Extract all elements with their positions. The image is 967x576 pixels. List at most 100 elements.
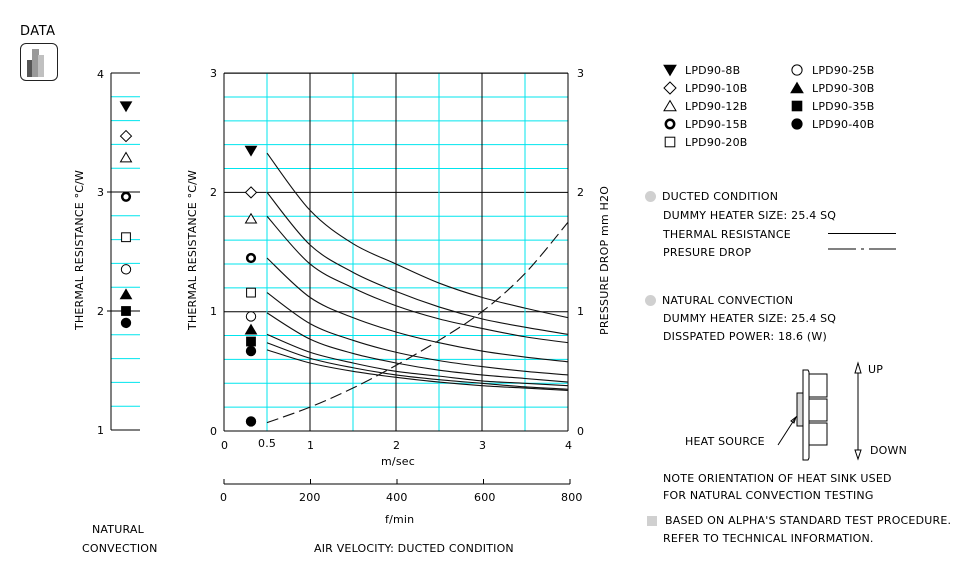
thermal-resistance-curve <box>266 257 569 363</box>
thermal-resistance-curve <box>266 152 569 319</box>
up-label: UP <box>868 363 884 376</box>
right-ytick-1: 1 <box>577 305 585 318</box>
main-ytick-3: 3 <box>210 67 218 80</box>
dashed-line-sample <box>828 248 896 250</box>
square-filled-marker-icon <box>791 100 803 112</box>
main-ytick-1: 1 <box>210 305 218 318</box>
natural-convection-chart <box>107 72 140 431</box>
natural-bullet-icon <box>645 295 656 306</box>
down-label: DOWN <box>870 444 908 457</box>
procedure-note-line1: BASED ON ALPHA'S STANDARD TEST PROCEDURE… <box>665 514 952 527</box>
thermal-resistance-legend-label: THERMAL RESISTANCE <box>663 228 791 241</box>
left-ytick-3: 3 <box>97 186 105 199</box>
solid-line-sample <box>828 233 896 234</box>
orientation-note-line2: FOR NATURAL CONVECTION TESTING <box>663 489 874 502</box>
legend-item: LPD90-40B <box>790 115 875 133</box>
pressure-drop-legend-label: PRESURE DROP <box>663 246 752 259</box>
legend-item: LPD90-10B <box>663 79 748 97</box>
circle-filled-marker-icon <box>245 416 257 427</box>
main-ytick-2: 2 <box>210 186 218 199</box>
thermal-resistance-curve <box>266 333 569 387</box>
circle-filled-marker-icon <box>245 345 257 357</box>
natural-title: NATURAL CONVECTION <box>662 294 794 307</box>
triangle-up-filled-marker-icon <box>244 323 258 335</box>
legend-item: LPD90-20B <box>663 133 748 151</box>
diamond-open-marker-icon <box>119 129 133 143</box>
square-open-marker-icon <box>664 136 676 148</box>
dissipated-power: DISSPATED POWER: 18.6 (W) <box>663 330 827 343</box>
right-ytick-3: 3 <box>577 67 585 80</box>
legend-item-label: LPD90-30B <box>812 81 875 95</box>
triangle-down-filled-marker-icon <box>244 145 258 157</box>
legend-item-label: LPD90-15B <box>685 117 748 131</box>
xtick-ms-4: 4 <box>565 439 573 452</box>
circle-bold-ring-marker-icon <box>664 118 676 130</box>
legend-item-label: LPD90-12B <box>685 99 748 113</box>
circle-filled-marker-icon <box>791 118 803 130</box>
square-open-marker-icon <box>246 287 256 298</box>
legend-item: LPD90-8B <box>663 61 748 79</box>
legend-item-label: LPD90-10B <box>685 81 748 95</box>
legend-item: LPD90-15B <box>663 115 748 133</box>
legend-item: LPD90-25B <box>790 61 875 79</box>
xtick-ms-2: 2 <box>393 439 401 452</box>
thermal-resistance-curve <box>266 292 569 376</box>
right-ytick-0: 0 <box>577 425 585 438</box>
square-filled-marker-icon <box>246 336 256 347</box>
main-y-axis-label: THERMAL RESISTANCE °C/W <box>186 169 199 330</box>
procedure-note-line2: REFER TO TECHNICAL INFORMATION. <box>663 532 874 545</box>
legend-item-label: LPD90-40B <box>812 117 875 131</box>
triangle-up-open-marker-icon <box>663 99 677 112</box>
legend-item: LPD90-30B <box>790 79 875 97</box>
triangle-down-filled-marker-icon <box>663 64 677 77</box>
circle-open-marker-icon <box>791 64 803 76</box>
pressure-drop-curve <box>266 221 569 424</box>
ducted-title: DUCTED CONDITION <box>662 190 779 203</box>
data-logo-label: DATA <box>20 24 56 39</box>
legend-item-label: LPD90-20B <box>685 135 748 149</box>
heat-source-arrow-icon <box>777 415 798 446</box>
xtick-fmin-600: 600 <box>474 491 496 504</box>
left-caption-line1: NATURAL <box>92 523 144 536</box>
ducted-heater-size: DUMMY HEATER SIZE: 25.4 SQ <box>663 209 837 222</box>
thermal-resistance-curve <box>266 215 569 344</box>
heat-sink-icon <box>796 369 828 461</box>
data-chart-logo-icon <box>20 43 58 81</box>
legend-item-label: LPD90-35B <box>812 99 875 113</box>
legend-item: LPD90-35B <box>790 97 875 115</box>
xtick-fmin-200: 200 <box>299 491 321 504</box>
right-ytick-2: 2 <box>577 186 585 199</box>
ducted-chart <box>223 72 571 485</box>
orientation-note-line1: NOTE ORIENTATION OF HEAT SINK USED <box>663 472 892 485</box>
xtick-fmin-400: 400 <box>386 491 408 504</box>
left-ytick-2: 2 <box>97 305 105 318</box>
ducted-bullet-icon <box>645 191 656 202</box>
heat-source-label: HEAT SOURCE <box>685 435 765 448</box>
triangle-up-filled-marker-icon <box>119 288 133 300</box>
square-open-marker-icon <box>121 232 131 243</box>
natural-heater-size: DUMMY HEATER SIZE: 25.4 SQ <box>663 312 837 325</box>
circle-open-marker-icon <box>120 264 132 275</box>
legend-column-1: LPD90-8B LPD90-10B LPD90-12B LPD90-15B LPD90… <box>663 61 748 151</box>
legend-column-2: LPD90-25B LPD90-30B LPD90-35B LPD90-40B <box>790 61 875 133</box>
legend-item: LPD90-12B <box>663 97 748 115</box>
circle-open-marker-icon <box>245 311 257 322</box>
procedure-bullet-icon <box>647 515 657 526</box>
left-ytick-4: 4 <box>97 68 105 81</box>
thermal-resistance-curve <box>266 349 569 391</box>
square-filled-marker-icon <box>121 306 131 316</box>
circle-bold-ring-marker-icon <box>245 252 257 264</box>
xtick-ms-1: 1 <box>307 439 315 452</box>
chart-caption: AIR VELOCITY: DUCTED CONDITION <box>314 542 514 555</box>
xtick-fmin-0: 0 <box>220 491 228 504</box>
xtick-ms-0: 0 <box>221 439 229 452</box>
main-y-axis-right-label: PRESSURE DROP mm H2O <box>598 185 611 335</box>
thermal-resistance-curve <box>266 342 569 390</box>
procedure-note-line1-row: BASED ON ALPHA'S STANDARD TEST PROCEDURE… <box>647 514 951 527</box>
circle-filled-marker-icon <box>120 317 132 329</box>
x-unit-fmin: f/min <box>385 513 415 526</box>
up-down-arrow-icon <box>854 361 862 461</box>
x-unit-ms: m/sec <box>381 455 415 468</box>
left-ytick-1: 1 <box>97 424 105 437</box>
main-ytick-0: 0 <box>210 425 218 438</box>
